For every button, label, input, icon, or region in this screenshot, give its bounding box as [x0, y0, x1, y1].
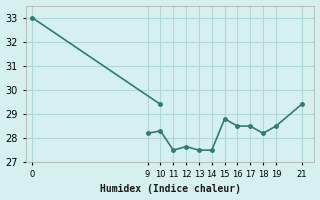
X-axis label: Humidex (Indice chaleur): Humidex (Indice chaleur) [100, 184, 241, 194]
